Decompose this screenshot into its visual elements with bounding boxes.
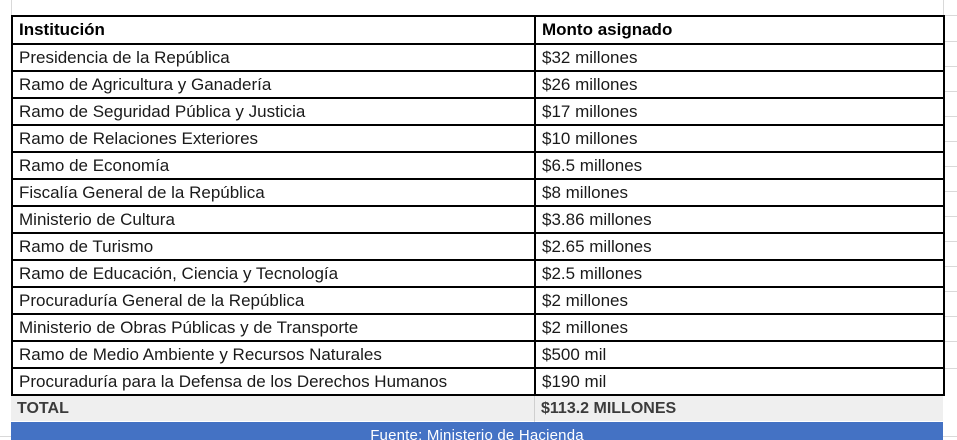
budget-table: Institución Monto asignado Presidencia d…	[11, 15, 945, 396]
table-row: Procuraduría para la Defensa de los Dere…	[11, 367, 945, 396]
institution-cell: Presidencia de la República	[11, 43, 536, 72]
institution-cell: Ramo de Medio Ambiente y Recursos Natura…	[11, 340, 536, 369]
gridline	[944, 116, 957, 117]
source-footer-bar: Fuente: Ministerio de Hacienda	[11, 422, 943, 440]
amount-cell: $10 millones	[534, 124, 945, 153]
budget-table-container: Institución Monto asignado Presidencia d…	[11, 15, 945, 440]
total-row: TOTAL $113.2 MILLONES	[11, 396, 943, 421]
amount-cell: $6.5 millones	[534, 151, 945, 180]
amount-cell: $17 millones	[534, 97, 945, 126]
institution-cell: Ministerio de Obras Públicas y de Transp…	[11, 313, 536, 342]
table-row: Ministerio de Cultura $3.86 millones	[11, 205, 945, 234]
institution-cell: Ramo de Agricultura y Ganadería	[11, 70, 536, 99]
institution-cell: Ramo de Economía	[11, 151, 536, 180]
table-body: Presidencia de la República $32 millones…	[11, 43, 945, 396]
table-row: Ramo de Medio Ambiente y Recursos Natura…	[11, 340, 945, 369]
gridline	[944, 141, 957, 142]
gridline	[944, 91, 957, 92]
gridline	[943, 0, 944, 15]
table-row: Ramo de Seguridad Pública y Justicia $17…	[11, 97, 945, 126]
table-row: Ramo de Agricultura y Ganadería $26 mill…	[11, 70, 945, 99]
institution-cell: Procuraduría para la Defensa de los Dere…	[11, 367, 536, 396]
gridline	[944, 66, 957, 67]
gridline	[944, 266, 957, 267]
gridline	[944, 15, 957, 16]
amount-cell: $2.5 millones	[534, 259, 945, 288]
amount-cell: $3.86 millones	[534, 205, 945, 234]
gridline	[944, 41, 957, 42]
institution-cell: Ramo de Turismo	[11, 232, 536, 261]
header-institution: Institución	[11, 15, 536, 45]
amount-cell: $2 millones	[534, 313, 945, 342]
gridline	[944, 191, 957, 192]
institution-cell: Fiscalía General de la República	[11, 178, 536, 207]
table-row: Procuraduría General de la República $2 …	[11, 286, 945, 315]
gridline	[944, 368, 957, 369]
gridline	[944, 341, 957, 342]
gridline	[944, 291, 957, 292]
total-amount: $113.2 MILLONES	[534, 396, 943, 421]
amount-cell: $8 millones	[534, 178, 945, 207]
gridline	[944, 241, 957, 242]
amount-cell: $2 millones	[534, 286, 945, 315]
table-row: Ramo de Economía $6.5 millones	[11, 151, 945, 180]
amount-cell: $190 mil	[534, 367, 945, 396]
table-header-row: Institución Monto asignado	[11, 15, 945, 45]
gridline	[944, 316, 957, 317]
gridline	[944, 166, 957, 167]
institution-cell: Ministerio de Cultura	[11, 205, 536, 234]
institution-cell: Ramo de Seguridad Pública y Justicia	[11, 97, 536, 126]
amount-cell: $500 mil	[534, 340, 945, 369]
table-row: Ramo de Relaciones Exteriores $10 millon…	[11, 124, 945, 153]
table-row: Fiscalía General de la República $8 mill…	[11, 178, 945, 207]
gridline	[944, 216, 957, 217]
table-row: Ramo de Turismo $2.65 millones	[11, 232, 945, 261]
amount-cell: $2.65 millones	[534, 232, 945, 261]
institution-cell: Procuraduría General de la República	[11, 286, 536, 315]
total-label: TOTAL	[17, 399, 69, 417]
amount-cell: $32 millones	[534, 43, 945, 72]
table-row: Presidencia de la República $32 millones	[11, 43, 945, 72]
source-text: Fuente: Ministerio de Hacienda	[370, 426, 584, 440]
institution-cell: Ramo de Educación, Ciencia y Tecnología	[11, 259, 536, 288]
header-amount: Monto asignado	[534, 15, 945, 45]
table-row: Ministerio de Obras Públicas y de Transp…	[11, 313, 945, 342]
amount-cell: $26 millones	[534, 70, 945, 99]
table-row: Ramo de Educación, Ciencia y Tecnología …	[11, 259, 945, 288]
gridline	[11, 0, 12, 15]
institution-cell: Ramo de Relaciones Exteriores	[11, 124, 536, 153]
